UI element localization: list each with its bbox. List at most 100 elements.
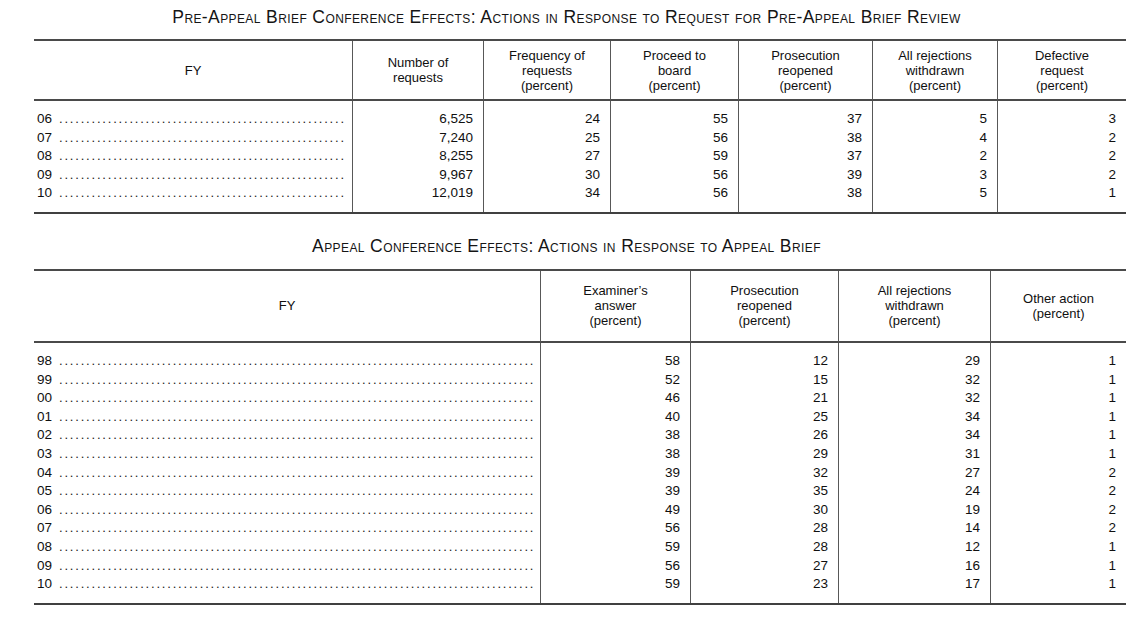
value-cell: 2 bbox=[997, 129, 1126, 148]
column-header: Number ofrequests bbox=[352, 41, 483, 101]
value-cell: 31 bbox=[838, 445, 990, 464]
spacer-cell bbox=[738, 101, 872, 110]
value-cell: 38 bbox=[738, 184, 872, 203]
value-cell: 19 bbox=[838, 501, 990, 520]
fiscal-year-label: 09 bbox=[37, 557, 52, 576]
value-cell: 24 bbox=[483, 110, 610, 129]
column-header-label: All rejectionswithdrawn(percent) bbox=[898, 48, 972, 93]
fiscal-year-label: 08 bbox=[37, 147, 52, 166]
value-cell: 35 bbox=[690, 482, 838, 501]
value-cell: 27 bbox=[838, 464, 990, 483]
row-label-cell: 04 bbox=[34, 464, 540, 483]
fiscal-year-label: 10 bbox=[37, 184, 52, 203]
value-cell: 32 bbox=[838, 371, 990, 390]
value-cell: 30 bbox=[690, 501, 838, 520]
column-header-label: Frequency ofrequests(percent) bbox=[509, 48, 585, 93]
value-cell: 25 bbox=[483, 129, 610, 148]
fiscal-year-label: 06 bbox=[37, 110, 52, 129]
dotted-leader bbox=[59, 501, 534, 520]
value-cell: 5 bbox=[872, 110, 997, 129]
row-label-cell: 08 bbox=[34, 147, 352, 166]
value-cell: 3 bbox=[872, 166, 997, 185]
dotted-leader bbox=[59, 445, 534, 464]
value-cell: 56 bbox=[540, 519, 690, 538]
value-cell: 29 bbox=[690, 445, 838, 464]
fiscal-year-label: 06 bbox=[37, 501, 52, 520]
value-cell: 3 bbox=[997, 110, 1126, 129]
column-header-label: All rejectionswithdrawn(percent) bbox=[878, 283, 952, 328]
dotted-leader bbox=[59, 557, 534, 576]
spacer-cell bbox=[34, 101, 352, 110]
column-header-label: Defectiverequest(percent) bbox=[1035, 48, 1089, 93]
value-cell: 2 bbox=[997, 166, 1126, 185]
value-cell: 59 bbox=[610, 147, 738, 166]
value-cell: 39 bbox=[540, 464, 690, 483]
value-cell: 25 bbox=[690, 408, 838, 427]
spacer-cell bbox=[610, 101, 738, 110]
value-cell: 1 bbox=[997, 184, 1126, 203]
spacer-cell bbox=[34, 594, 540, 603]
dotted-leader bbox=[59, 538, 534, 557]
fiscal-year-label: 00 bbox=[37, 389, 52, 408]
column-header-label: Prosecutionreopened(percent) bbox=[771, 48, 840, 93]
fiscal-year-label: 07 bbox=[37, 129, 52, 148]
value-cell: 49 bbox=[540, 501, 690, 520]
value-cell: 16 bbox=[838, 557, 990, 576]
fiscal-year-label: 10 bbox=[37, 575, 52, 594]
row-label-cell: 05 bbox=[34, 482, 540, 501]
spacer-cell bbox=[483, 203, 610, 212]
value-cell: 29 bbox=[838, 352, 990, 371]
value-cell: 56 bbox=[610, 184, 738, 203]
row-label-cell: 00 bbox=[34, 389, 540, 408]
column-header-label: FY bbox=[279, 298, 296, 313]
value-cell: 1 bbox=[990, 426, 1126, 445]
appeal-conference-section: Appeal Conference Effects: Actions in Re… bbox=[0, 236, 1133, 605]
column-header: FY bbox=[34, 271, 540, 343]
value-cell: 1 bbox=[990, 371, 1126, 390]
row-label-cell: 99 bbox=[34, 371, 540, 390]
column-header: Defectiverequest(percent) bbox=[997, 41, 1126, 101]
row-label-cell: 03 bbox=[34, 445, 540, 464]
column-header: Frequency ofrequests(percent) bbox=[483, 41, 610, 101]
fiscal-year-label: 05 bbox=[37, 482, 52, 501]
row-label-cell: 09 bbox=[34, 557, 540, 576]
value-cell: 2 bbox=[990, 501, 1126, 520]
value-cell: 1 bbox=[990, 445, 1126, 464]
value-cell: 34 bbox=[838, 426, 990, 445]
spacer-cell bbox=[990, 343, 1126, 352]
value-cell: 12,019 bbox=[352, 184, 483, 203]
value-cell: 32 bbox=[690, 464, 838, 483]
column-header: Examiner’sanswer(percent) bbox=[540, 271, 690, 343]
value-cell: 1 bbox=[990, 575, 1126, 594]
dotted-leader bbox=[59, 519, 534, 538]
row-label-cell: 98 bbox=[34, 352, 540, 371]
value-cell: 58 bbox=[540, 352, 690, 371]
spacer-cell bbox=[990, 594, 1126, 603]
value-cell: 4 bbox=[872, 129, 997, 148]
column-header-label: Other action(percent) bbox=[1023, 291, 1094, 321]
row-label-cell: 06 bbox=[34, 110, 352, 129]
value-cell: 34 bbox=[838, 408, 990, 427]
value-cell: 38 bbox=[540, 445, 690, 464]
value-cell: 17 bbox=[838, 575, 990, 594]
dotted-leader bbox=[59, 389, 534, 408]
fiscal-year-label: 01 bbox=[37, 408, 52, 427]
value-cell: 21 bbox=[690, 389, 838, 408]
spacer-cell bbox=[352, 101, 483, 110]
spacer-cell bbox=[610, 203, 738, 212]
dotted-leader bbox=[59, 184, 346, 203]
value-cell: 1 bbox=[990, 408, 1126, 427]
value-cell: 2 bbox=[872, 147, 997, 166]
spacer-cell bbox=[690, 343, 838, 352]
value-cell: 7,240 bbox=[352, 129, 483, 148]
value-cell: 2 bbox=[997, 147, 1126, 166]
spacer-cell bbox=[838, 343, 990, 352]
column-header-label: Prosecutionreopened(percent) bbox=[730, 283, 799, 328]
value-cell: 12 bbox=[690, 352, 838, 371]
row-label-cell: 02 bbox=[34, 426, 540, 445]
row-label-cell: 07 bbox=[34, 519, 540, 538]
fiscal-year-label: 07 bbox=[37, 519, 52, 538]
fiscal-year-label: 02 bbox=[37, 426, 52, 445]
spacer-cell bbox=[838, 594, 990, 603]
column-header-label: Number ofrequests bbox=[388, 55, 449, 85]
